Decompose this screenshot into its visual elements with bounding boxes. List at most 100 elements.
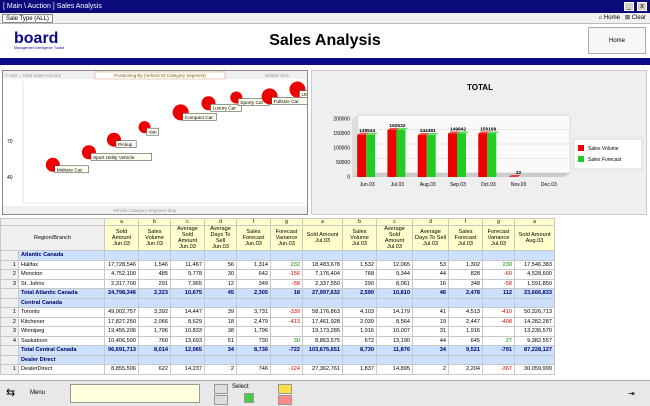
cell-value <box>448 354 483 365</box>
total-row[interactable]: Total Central Canada 96,691,713 8,014 12,06… <box>0 345 555 356</box>
export-icon[interactable] <box>278 395 292 405</box>
column-header[interactable]: Sales Volume Jul.03 <box>342 225 377 251</box>
cell-value <box>514 297 555 308</box>
region-branch-header[interactable]: Region/Branch <box>0 225 105 251</box>
cell-value: 41 <box>412 307 449 318</box>
clear-link[interactable]: Clear <box>631 15 646 21</box>
column-header[interactable]: Sold Amount Jul.03 <box>302 225 343 251</box>
column-header[interactable]: Forecast Variance Jun.03 <box>270 225 303 251</box>
edit-icon[interactable] <box>214 384 228 394</box>
row-label: Toronto <box>18 307 105 318</box>
table-row[interactable]: 2 Moncton 4,752,100 485 9,778 30 642 -156 7,176,… <box>0 269 555 280</box>
bar-sales-volume[interactable] <box>357 134 367 177</box>
cell-value: 23,666,833 <box>514 288 555 299</box>
minimize-button[interactable]: _ <box>624 2 634 11</box>
table-row[interactable]: 3 Winnipeg 19,455,206 1,796 10,833 38 1,796 19,… <box>0 326 555 337</box>
table-row[interactable]: 3 St. Johns 2,317,700 291 7,965 12 349 -58 2,337… <box>0 278 555 289</box>
column-header[interactable]: Average Sold Amount Jul.03 <box>376 225 413 251</box>
cell-value: 8,014 <box>138 345 171 356</box>
bar-sales-volume[interactable] <box>387 129 397 177</box>
cell-value: 38 <box>204 326 237 337</box>
print-icon[interactable] <box>278 384 292 394</box>
select-indicator-icon[interactable] <box>244 393 254 403</box>
home-icon[interactable]: ⌂ <box>598 15 603 21</box>
legend-box <box>573 138 643 170</box>
column-header[interactable]: Sold Amount Jun.03 <box>104 225 139 251</box>
cell-value <box>302 354 343 365</box>
bar-top-face <box>457 131 469 134</box>
y-tick-70: 70 <box>7 139 13 145</box>
positioning-box <box>94 71 226 80</box>
bar-sales-forecast[interactable] <box>366 134 376 177</box>
positioning-caption: Positioning By (Vehicle ID Category Segm… <box>114 73 206 78</box>
cell-value: 56 <box>204 259 237 270</box>
group-header-row[interactable]: Atlantic Canada <box>0 250 555 261</box>
cell-value: 290 <box>342 278 377 289</box>
cell-value: 4,528,600 <box>514 269 555 280</box>
bar-sales-forecast[interactable] <box>457 133 466 177</box>
cell-value: 232 <box>270 259 303 270</box>
legend-swatch <box>578 156 584 162</box>
bar-sales-volume[interactable] <box>448 133 457 177</box>
cell-value: 18 <box>270 288 303 299</box>
cell-value: 730 <box>236 335 271 346</box>
legend-entry: Sales Volume <box>588 146 619 152</box>
column-header[interactable]: Average Sold Amount Jun.03 <box>170 225 205 251</box>
menu-label[interactable]: Menu <box>30 390 46 396</box>
cell-value: 8,736 <box>236 345 271 356</box>
cell-value: 2,305 <box>236 288 271 299</box>
column-header[interactable]: Sales Forecast Jun.03 <box>236 225 271 251</box>
bar-sales-volume[interactable] <box>417 135 427 177</box>
column-header[interactable]: Sold Amount Aug.03 <box>514 225 555 251</box>
bar-sales-forecast[interactable] <box>396 129 406 177</box>
sale-type-filter[interactable]: Sale Type (ALL) <box>2 14 53 23</box>
undo-icon[interactable] <box>214 395 228 405</box>
close-button[interactable]: x <box>637 2 647 11</box>
column-header[interactable]: Forecast Variance Jul.03 <box>482 225 515 251</box>
group-header-row[interactable]: Dealer Direct <box>0 354 555 365</box>
home-button[interactable]: Home <box>588 27 646 54</box>
table-row[interactable]: 1 Halifax 17,728,546 1,546 11,467 56 1,314 232 1… <box>0 259 555 270</box>
corner-cell <box>0 218 105 226</box>
cell-value: 645 <box>448 335 483 346</box>
cell-value: 53 <box>412 259 449 270</box>
group-header-row[interactable]: Central Canada <box>0 297 555 308</box>
column-letter: c <box>170 218 205 226</box>
table-row[interactable]: 2 Kitchener 17,827,250 2,066 8,629 18 2,479 -41… <box>0 316 555 327</box>
total-row[interactable]: Total Atlantic Canada 24,798,346 2,323 10,6… <box>0 288 555 299</box>
cell-value: -156 <box>270 269 303 280</box>
bar-sales-forecast[interactable] <box>487 133 497 177</box>
row-index <box>0 297 19 308</box>
bar-sales-volume[interactable] <box>478 133 488 177</box>
table-row[interactable]: 4 Saskatoon 10,406,500 760 13,693 51 730 30 8,86… <box>0 335 555 346</box>
column-header[interactable]: Average Days To Sell Jul.03 <box>412 225 449 251</box>
column-header[interactable]: Sales Forecast Jul.03 <box>448 225 483 251</box>
row-label: Moncton <box>18 269 105 280</box>
cell-value <box>270 326 303 337</box>
cell-value: 17,461,928 <box>302 316 343 327</box>
cell-value: 8,855,506 <box>104 364 139 375</box>
bubble-size-caption: Bubble Size <box>265 73 290 78</box>
column-header[interactable]: Average Days To Sell Jun.03 <box>204 225 237 251</box>
home-link[interactable]: Home <box>603 15 620 21</box>
select-label[interactable]: Select <box>232 384 249 390</box>
bar-sales-forecast[interactable] <box>426 135 436 177</box>
cell-value: -408 <box>482 316 515 327</box>
y-axis-caption: Y Axis = Total Sales Amount <box>5 73 62 78</box>
table-row[interactable]: 1 DealerDirect 8,855,506 622 14,237 2 746 -124 2… <box>0 364 555 375</box>
cell-value: 485 <box>138 269 171 280</box>
exit-icon[interactable]: ⇥ <box>628 389 635 398</box>
row-index: 1 <box>0 364 19 375</box>
cell-value <box>270 354 303 365</box>
header-divider <box>0 58 650 65</box>
cell-value <box>204 250 237 261</box>
cell-value: 19,455,206 <box>104 326 139 337</box>
logo-tagline: Management Intelligence Toolkit <box>14 46 64 50</box>
table-row[interactable]: 1 Toronto 49,002,757 3,392 14,447 39 3,731 -339… <box>0 307 555 318</box>
menu-icon[interactable]: ⇆ <box>6 387 16 399</box>
bubble-label-box <box>90 153 152 161</box>
cell-value: 1,837 <box>342 364 377 375</box>
x-tick-label: Dec.03 <box>541 182 557 188</box>
clear-icon[interactable]: ⊠ <box>624 15 630 21</box>
column-header[interactable]: Sales Volume Jun.03 <box>138 225 171 251</box>
